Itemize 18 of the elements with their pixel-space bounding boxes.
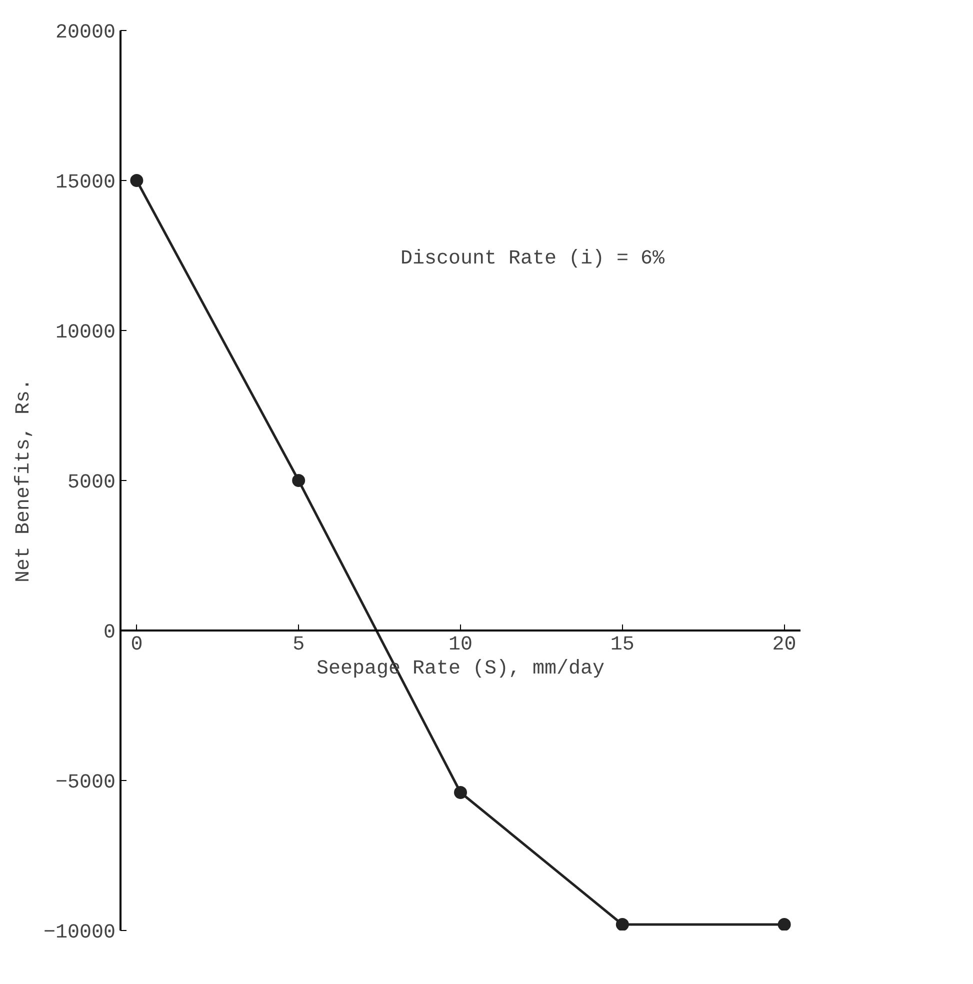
x-tick-label: 0 [130, 634, 143, 656]
x-tick-label: 20 [772, 634, 796, 656]
point [454, 786, 467, 799]
y-tick-label: 20000 [55, 22, 116, 44]
y-tick-label: −10000 [43, 922, 116, 944]
y-tick-label: 15000 [55, 172, 116, 194]
point [616, 918, 629, 930]
x-tick-label: 15 [610, 634, 634, 656]
point [130, 174, 144, 187]
point [778, 918, 791, 930]
annotation: Discount Rate (i) = 6% [400, 248, 666, 270]
y-tick-label: 5000 [67, 472, 116, 494]
x-tick-label: 10 [448, 634, 473, 656]
y-tick-label: 10000 [55, 322, 116, 344]
point [292, 474, 306, 487]
y-tick-label: −5000 [55, 772, 116, 794]
x-tick-label: 5 [292, 634, 305, 656]
y-axis-title: Net Benefits, Rs. [12, 378, 36, 583]
